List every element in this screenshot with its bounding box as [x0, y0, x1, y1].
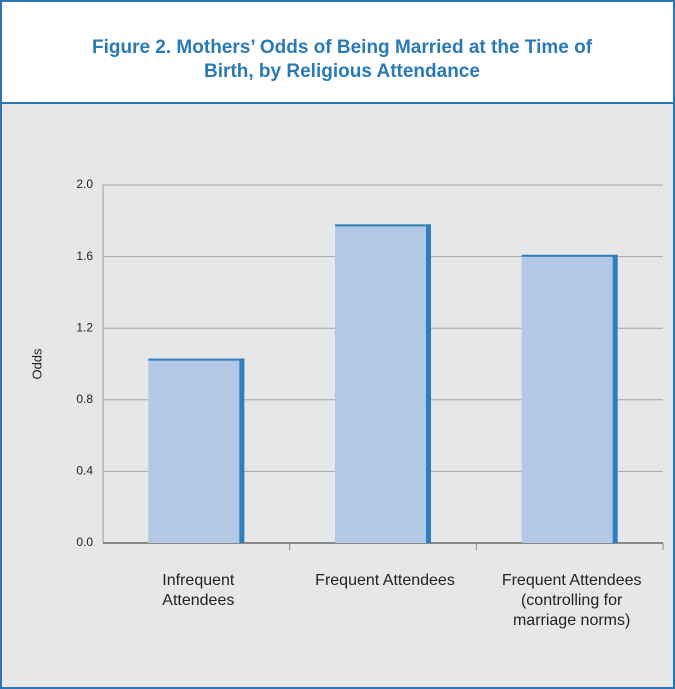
bar-edge: [239, 358, 245, 543]
y-tick-label: 0.4: [76, 464, 93, 478]
bar-top-edge: [335, 224, 431, 227]
x-tick-label: Frequent Attendees (controlling for marr…: [501, 572, 642, 629]
y-tick-label: 0.0: [76, 535, 93, 549]
y-tick-label: 1.2: [76, 320, 93, 334]
y-tick-label: 2.0: [76, 177, 93, 191]
chart-title: Figure 2. Mothers’ Odds of Being Married…: [91, 37, 593, 82]
y-axis-label: Odds: [29, 348, 44, 380]
y-tick-label: 0.8: [76, 392, 93, 406]
bar: [521, 254, 618, 543]
bar: [335, 224, 431, 543]
bar-edge: [426, 224, 431, 543]
bar-top-edge: [521, 254, 618, 257]
y-tick-label: 1.6: [76, 249, 93, 263]
x-tick-label: Frequent Attendees: [315, 572, 455, 589]
x-tick-label: Infrequent Attendees: [162, 572, 235, 609]
title-box: Figure 2. Mothers’ Odds of Being Married…: [2, 2, 673, 104]
bar-top-edge: [148, 358, 245, 361]
bar-edge: [612, 254, 618, 543]
bar: [148, 358, 245, 543]
